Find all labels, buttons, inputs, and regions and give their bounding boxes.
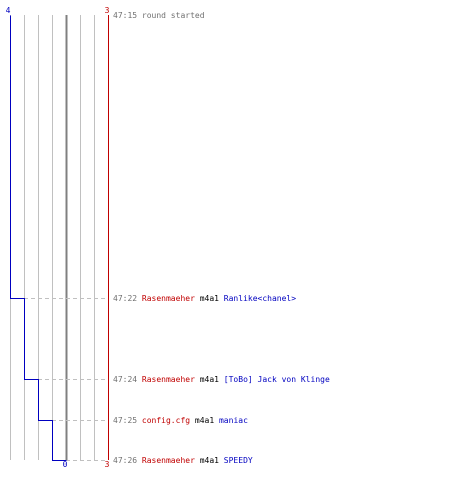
axis-top-right-label: 3 [105, 6, 110, 15]
event-victim: Ranlike<chanel> [219, 294, 296, 303]
event-time: 47:24 [113, 375, 137, 384]
axis-bottom-right-label: 3 [105, 460, 110, 469]
event-weapon: m4a1 [190, 416, 214, 425]
event-note: round started [137, 11, 205, 20]
axis-layer: 4 3 0 3 [6, 6, 110, 469]
event-killer: Rasenmaeher [137, 375, 195, 384]
event-time: 47:15 [113, 11, 137, 20]
event-time: 47:22 [113, 294, 137, 303]
event-entry: 47:24 Rasenmaeher m4a1 [ToBo] Jack von K… [113, 375, 330, 384]
event-weapon: m4a1 [195, 456, 219, 465]
event-log: 47:15 round started 47:22 Rasenmaeher m4a… [113, 11, 330, 465]
event-killer: config.cfg [137, 416, 190, 425]
event-victim: maniac [214, 416, 248, 425]
event-connector-layer [24, 298, 108, 461]
series-layer [10, 15, 67, 461]
event-time: 47:26 [113, 456, 137, 465]
event-weapon: m4a1 [195, 375, 219, 384]
event-weapon: m4a1 [195, 294, 219, 303]
blue-team-score-line [10, 15, 67, 461]
event-victim: SPEEDY [219, 456, 253, 465]
event-entry: 47:22 Rasenmaeher m4a1 Ranlike<chanel> [113, 294, 296, 303]
event-time: 47:25 [113, 416, 137, 425]
event-killer: Rasenmaeher [137, 456, 195, 465]
event-entry: 47:15 round started [113, 11, 205, 20]
event-entry: 47:26 Rasenmaeher m4a1 SPEEDY [113, 456, 253, 465]
event-victim: [ToBo] Jack von Klinge [219, 375, 330, 384]
event-entry: 47:25 config.cfg m4a1 maniac [113, 416, 248, 425]
event-killer: Rasenmaeher [137, 294, 195, 303]
axis-top-left-label: 4 [6, 6, 11, 15]
axis-bottom-zero-label: 0 [63, 460, 68, 469]
grid-layer [10, 15, 109, 460]
